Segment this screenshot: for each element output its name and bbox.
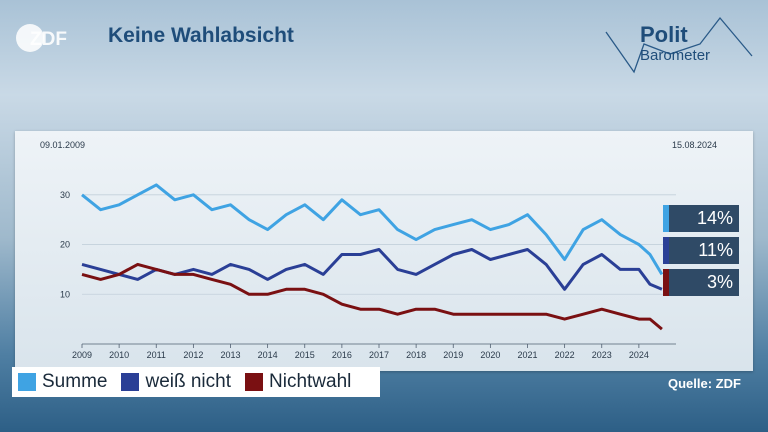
x-tick-label: 2024 [629, 350, 649, 360]
legend-label-summe: Summe [42, 371, 108, 392]
chart-panel [15, 131, 753, 371]
x-tick-label: 2015 [295, 350, 315, 360]
legend-swatch-summe [18, 373, 36, 391]
series-line-1 [81, 248, 663, 291]
end-badge-weiss-nicht-stripe [663, 237, 669, 264]
end-badge-nichtwahl-stripe [663, 269, 669, 296]
y-tick-label: 10 [60, 289, 70, 299]
date-end-label: 15.08.2024 [672, 140, 718, 150]
x-tick-label: 2013 [220, 350, 240, 360]
x-tick-label: 2009 [72, 350, 92, 360]
x-tick-label: 2010 [109, 350, 129, 360]
series-line-0 [81, 183, 664, 276]
legend-swatch-weiss-nicht [121, 373, 140, 391]
end-badge-summe-stripe [663, 205, 669, 232]
zdf-logo: ZDF [16, 24, 67, 52]
x-tick-label: 2016 [332, 350, 352, 360]
end-badge-summe-value: 14% [669, 205, 739, 232]
legend-item-weiss-nicht: weiß nicht [121, 371, 231, 393]
page-title: Keine Wahlabsicht [108, 24, 294, 47]
zdf-logo-text: ZDF [30, 29, 67, 50]
end-badge-weiss-nicht: 11% [663, 237, 739, 264]
legend-item-nichtwahl: Nichtwahl [245, 371, 351, 393]
brand-line-2: Barometer [640, 47, 711, 64]
x-tick-label: 2014 [258, 350, 278, 360]
legend-swatch-nichtwahl [245, 373, 263, 391]
legend-item-summe: Summe [18, 371, 107, 393]
source-label: Quelle: ZDF [668, 376, 741, 391]
x-tick-label: 2023 [592, 350, 612, 360]
x-tick-label: 2021 [517, 350, 537, 360]
x-tick-label: 2011 [147, 350, 166, 360]
end-badge-weiss-nicht-value: 11% [669, 237, 739, 264]
y-tick-label: 30 [60, 190, 70, 200]
brand-line-1: Polit [640, 22, 688, 47]
x-tick-label: 2012 [183, 350, 203, 360]
end-badge-nichtwahl-value: 3% [669, 269, 739, 296]
end-badge-summe: 14% [663, 205, 739, 232]
x-tick-label: 2022 [555, 350, 575, 360]
legend-label-weiss-nicht: weiß nicht [145, 371, 231, 392]
end-badge-nichtwahl: 3% [663, 269, 739, 296]
politbarometer-wave-icon [605, 16, 753, 74]
x-tick-label: 2018 [406, 350, 426, 360]
legend-label-nichtwahl: Nichtwahl [269, 371, 352, 392]
x-tick-label: 2019 [443, 350, 463, 360]
y-tick-label: 20 [60, 240, 70, 250]
x-tick-label: 2017 [369, 350, 389, 360]
series-line-2 [81, 262, 663, 331]
chart-legend: Summe weiß nicht Nichtwahl [12, 367, 380, 397]
x-tick-label: 2020 [480, 350, 500, 360]
politbarometer-logo: Polit Barometer [600, 14, 760, 74]
date-start-label: 09.01.2009 [40, 140, 86, 150]
